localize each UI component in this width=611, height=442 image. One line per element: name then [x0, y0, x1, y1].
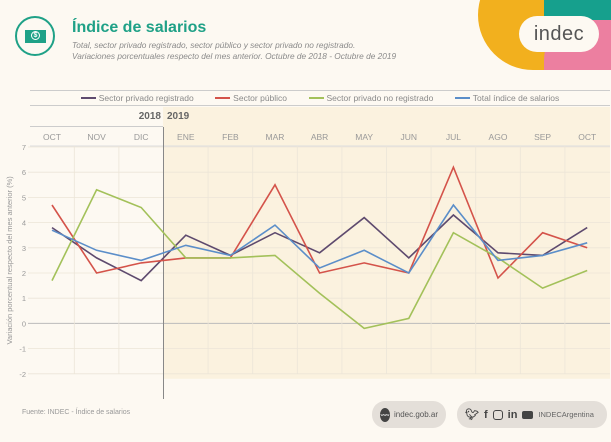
y-tick-label: 1: [22, 294, 26, 303]
x-tick-label: OCT: [43, 132, 61, 142]
y-tick-label: -1: [19, 345, 26, 354]
subtitle-line-1: Total, sector privado registrado, sector…: [72, 40, 356, 50]
social-links: 🐦︎ f in INDECArgentina: [457, 401, 607, 428]
youtube-icon[interactable]: [522, 410, 534, 419]
subtitle-line-2: Variaciones porcentuales respecto del me…: [72, 51, 397, 61]
legend-item: Sector privado registrado: [80, 93, 194, 103]
legend-swatch: [454, 97, 470, 99]
source-note: Fuente: INDEC - Índice de salarios: [22, 409, 131, 416]
x-tick-label: AGO: [489, 132, 508, 142]
legend-item: Total índice de salarios: [454, 93, 560, 103]
x-tick-label: SEP: [534, 132, 551, 142]
page-subtitle: Total, sector privado registrado, sector…: [72, 40, 396, 62]
series-line-2: [51, 188, 588, 330]
series-line-3: [51, 203, 588, 275]
chart-legend: Sector privado registrado Sector público S…: [30, 90, 610, 106]
x-tick-label: NOV: [87, 132, 106, 142]
legend-label: Sector privado no registrado: [326, 93, 434, 103]
y-tick-label: 4: [22, 219, 26, 228]
legend-label: Sector público: [233, 93, 288, 103]
legend-swatch: [308, 97, 324, 99]
linkedin-icon[interactable]: in: [507, 408, 518, 421]
indec-logo: indec: [466, 0, 611, 70]
legend-swatch: [215, 97, 231, 99]
legend-label: Total índice de salarios: [472, 93, 560, 103]
x-tick-label: JUL: [446, 132, 461, 142]
year-label-2019: 2019: [167, 111, 190, 122]
y-tick-label: 6: [22, 168, 26, 177]
x-tick-label: DIC: [134, 132, 149, 142]
legend-swatch: [80, 97, 96, 99]
x-tick-label: FEB: [222, 132, 239, 142]
money-bill-icon: $: [15, 16, 55, 56]
legend-item: Sector público: [215, 93, 287, 103]
instagram-icon[interactable]: [492, 409, 503, 420]
y-axis-label: Variación porcentual respecto del mes an…: [5, 176, 14, 345]
series-line-0: [51, 213, 588, 282]
y-tick-label: 7: [22, 143, 26, 152]
x-tick-label: MAY: [355, 132, 373, 142]
website-label: indec.gob.ar: [393, 410, 438, 419]
y-tick-label: 5: [22, 193, 26, 202]
social-handle[interactable]: INDECArgentina: [538, 410, 594, 419]
y-tick-label: 3: [22, 244, 26, 253]
twitter-icon[interactable]: 🐦︎: [465, 409, 479, 421]
y-tick-label: 2: [22, 269, 26, 278]
legend-item: Sector privado no registrado: [308, 93, 434, 103]
series-line-1: [51, 165, 588, 280]
website-link[interactable]: www indec.gob.ar: [372, 401, 446, 428]
x-tick-label: OCT: [578, 132, 596, 142]
logo-text: indec: [519, 16, 599, 52]
globe-icon: www: [380, 407, 390, 422]
legend-label: Sector privado registrado: [98, 93, 194, 103]
line-chart: OCT NOV DIC ENE FEB MAR ABR MAY JUN JUL AGO SEP OCT 7…: [5, 127, 610, 399]
x-tick-label: ENE: [177, 132, 195, 142]
x-tick-label: JUN: [401, 132, 418, 142]
year-row: 2018 2019: [30, 107, 610, 127]
facebook-icon[interactable]: f: [483, 408, 488, 421]
x-tick-label: MAR: [266, 132, 285, 142]
year-label-2018: 2018: [138, 111, 161, 122]
x-tick-label: ABR: [311, 132, 328, 142]
y-tick-label: -2: [19, 370, 26, 379]
page-title: Índice de salarios: [72, 19, 207, 36]
y-tick-label: 0: [22, 319, 26, 328]
